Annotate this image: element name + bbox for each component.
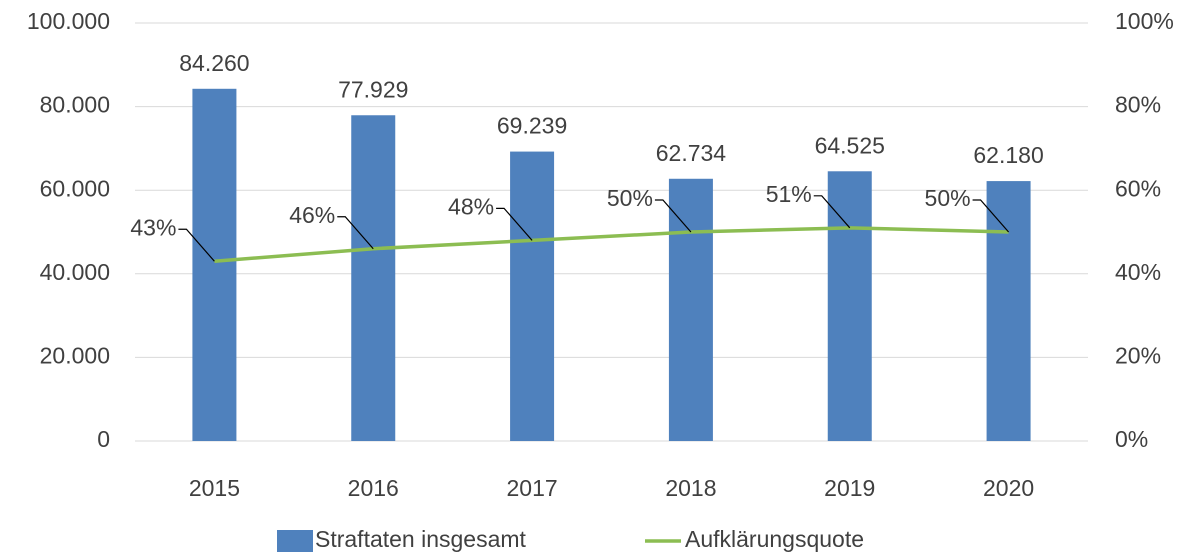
y2-tick-label: 20% [1115,342,1161,368]
bar [351,115,396,442]
legend-label: Straftaten insgesamt [315,526,527,552]
x-tick-label: 2019 [824,475,875,501]
y-tick-label: 20.000 [40,342,110,368]
y2-tick-label: 0% [1115,426,1148,452]
y-tick-label: 100.000 [27,8,110,34]
x-tick-label: 2016 [348,475,399,501]
bar [510,151,555,441]
data-label: 43% [130,214,176,240]
data-label: 64.525 [815,132,885,158]
data-label: 46% [289,202,335,228]
data-label: 77.929 [338,76,408,102]
y2-tick-label: 80% [1115,92,1161,118]
leader-line [813,195,851,229]
data-label: 84.260 [179,50,249,76]
bar [986,181,1031,442]
y-tick-label: 60.000 [40,175,110,201]
data-label: 62.734 [656,140,727,166]
legend-label: Aufklärungsquote [685,526,864,552]
leader-line [337,216,374,250]
y2-tick-label: 100% [1115,8,1174,34]
leader-line [654,199,692,233]
x-tick-label: 2018 [665,475,716,501]
y2-tick-label: 40% [1115,259,1161,285]
leader-line [178,228,215,262]
data-label: 48% [448,193,494,219]
data-label: 69.239 [497,113,567,139]
x-tick-label: 2017 [506,475,557,501]
leader-line [496,207,533,241]
x-tick-label: 2015 [189,475,240,501]
y-tick-label: 0 [97,426,110,452]
bar [827,171,872,441]
legend-swatch [277,530,313,552]
data-label: 62.180 [973,142,1043,168]
data-label: 50% [607,185,653,211]
bar [668,178,713,441]
y-tick-label: 40.000 [40,259,110,285]
bar [192,88,237,441]
data-label: 51% [766,181,812,207]
y-tick-label: 80.000 [40,92,110,118]
data-label: 50% [925,185,971,211]
leader-line [972,199,1010,233]
y2-tick-label: 60% [1115,175,1161,201]
x-tick-label: 2020 [983,475,1034,501]
line [214,226,1009,264]
